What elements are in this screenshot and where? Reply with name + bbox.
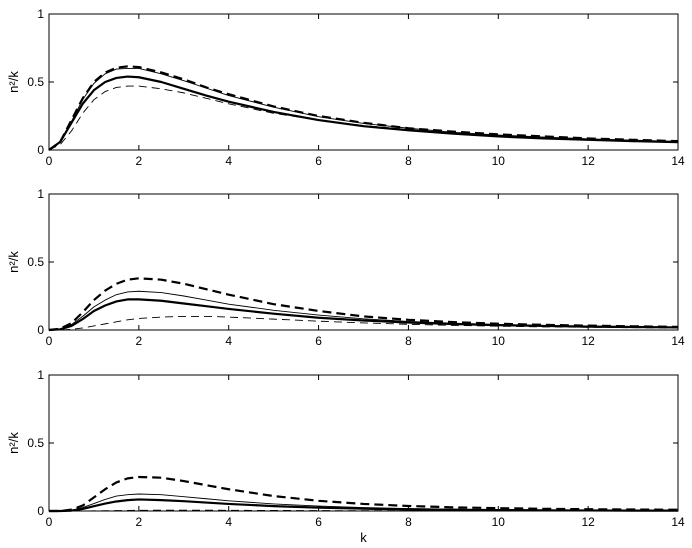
x-tick-label: 4 [225, 154, 232, 168]
x-tick-label: 2 [136, 515, 143, 529]
series-line-thick-dashed [48, 65, 679, 151]
subplot-top: 0 2 4 6 8 10 12 14 0 0.5 1 n²/k [6, 7, 685, 168]
x-tick-label: 6 [315, 515, 322, 529]
subplot-middle: 0 2 4 6 8 10 12 14 0 0.5 1 n²/k [6, 187, 685, 348]
x-tick-label: 0 [46, 334, 53, 348]
x-tick-label: 8 [405, 334, 412, 348]
y-tick-label: 0.5 [27, 436, 44, 450]
x-tick-label: 8 [405, 515, 412, 529]
x-tick-label: 12 [581, 154, 595, 168]
x-tick-label: 6 [315, 154, 322, 168]
y-tick-label: 0 [37, 323, 44, 337]
y-tick-label: 1 [37, 368, 44, 382]
x-tick-label: 14 [671, 515, 685, 529]
x-tick-label: 2 [136, 334, 143, 348]
x-tick-label: 14 [671, 334, 685, 348]
series-line-thick-solid [48, 298, 679, 332]
series-line-thin-dashed [48, 85, 679, 151]
x-axis-label: k [360, 530, 367, 545]
subplot-bottom: 0 2 4 6 8 10 12 14 0 0.5 1 n²/k k [6, 368, 685, 545]
x-tick-label: 10 [492, 154, 506, 168]
series-line-thick-dashed [49, 475, 679, 513]
series-line-thin-solid [48, 67, 679, 151]
y-tick-label: 0.5 [27, 75, 44, 89]
x-tick-label: 8 [405, 154, 412, 168]
x-tick-label: 4 [225, 515, 232, 529]
series-line-thick-dashed [48, 277, 679, 332]
x-tick-label: 10 [492, 515, 506, 529]
y-tick-label: 1 [37, 187, 44, 201]
x-tick-label: 0 [46, 515, 53, 529]
x-tick-label: 12 [581, 334, 595, 348]
series-line-thin-dashed [49, 315, 679, 331]
series-line-thin-solid [48, 290, 679, 331]
x-tick-label: 10 [492, 334, 506, 348]
y-tick-label: 0 [37, 504, 44, 518]
axes-frame [48, 193, 679, 331]
series-line-thick-solid [49, 498, 678, 513]
y-tick-label: 0 [37, 143, 44, 157]
x-tick-label: 14 [671, 154, 685, 168]
axes-frame [48, 13, 679, 151]
y-axis-label: n²/k [6, 251, 21, 273]
y-tick-label: 1 [37, 7, 44, 21]
x-tick-label: 2 [136, 154, 143, 168]
series-line-thick-solid [48, 75, 679, 151]
x-tick-label: 12 [581, 515, 595, 529]
y-tick-label: 0.5 [27, 255, 44, 269]
axes-frame [48, 374, 679, 512]
x-tick-label: 4 [225, 334, 232, 348]
x-tick-label: 6 [315, 334, 322, 348]
x-tick-label: 0 [46, 154, 53, 168]
y-axis-label: n²/k [6, 432, 21, 454]
y-axis-label: n²/k [6, 71, 21, 93]
